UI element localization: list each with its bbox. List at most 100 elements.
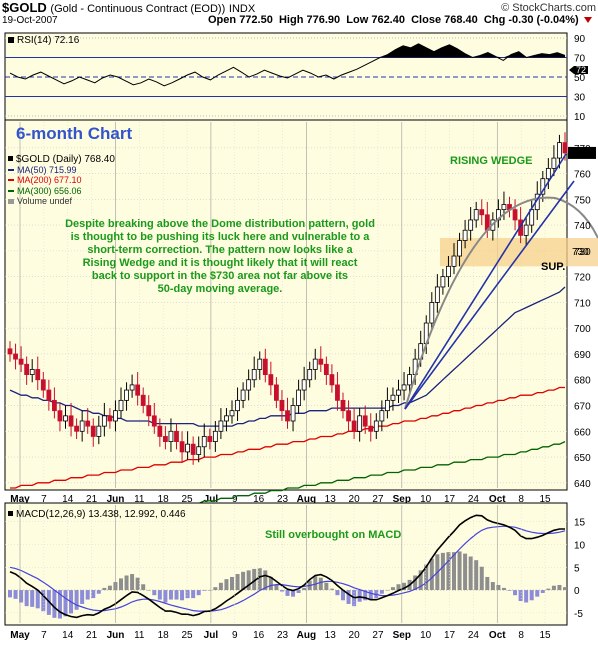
macd-histogram-bar [335, 590, 340, 596]
candle-body [329, 374, 335, 386]
macd-histogram-bar [329, 588, 334, 591]
macd-histogram-bar [63, 590, 68, 617]
macd-histogram-bar [440, 552, 445, 591]
ma200-legend: MA(200) 677.10 [17, 175, 82, 185]
macd-histogram [8, 551, 567, 619]
candle-body [557, 142, 562, 159]
candle-body [429, 302, 435, 324]
price-tick-label: 640 [574, 479, 591, 490]
macd-tick-label: -5 [574, 609, 583, 620]
candle-body [479, 209, 485, 216]
candle-body [434, 286, 440, 303]
macd-histogram-bar [279, 590, 284, 592]
rising-wedge-label: RISING WEDGE [450, 155, 533, 167]
low-label: Low [346, 14, 369, 26]
close-value: 768.40 [444, 14, 478, 26]
commentary-line: Rising Wedge and it is thought likely th… [83, 257, 358, 269]
macd-histogram-bar [324, 582, 329, 591]
macd-histogram-bar [157, 590, 162, 600]
price-x-tick-label: 10 [420, 494, 432, 505]
rsi-legend-text: RSI(14) 72.16 [17, 35, 80, 46]
macd-histogram-bar [107, 585, 112, 591]
high-label: High [278, 14, 304, 26]
macd-legend: MACD(12,26,9) 13.438, 12.992, 0.446 [8, 509, 186, 520]
candle-body [7, 348, 13, 355]
macd-x-tick-label: 9 [232, 630, 238, 641]
macd-histogram-bar [135, 577, 140, 591]
price-tick-label: 730 [574, 247, 591, 258]
candle-body [440, 276, 446, 288]
price-legend: $GOLD (Daily) 768.40 MA(50) 715.99 MA(20… [8, 154, 115, 206]
candle-body [501, 204, 507, 211]
macd-histogram-bar [379, 590, 384, 594]
candle-body [257, 358, 263, 370]
price-x-tick-label: 24 [468, 494, 480, 505]
rsi-tick-label: 10 [574, 112, 586, 123]
candle-body [96, 425, 102, 437]
rsi-grid [5, 37, 567, 117]
macd-x-tick-label: Sep [393, 630, 411, 641]
macd-histogram-bar [540, 590, 545, 593]
macd-histogram-bar [346, 590, 351, 604]
macd-histogram-bar [418, 570, 423, 591]
candle-body [357, 415, 363, 432]
candle-body [396, 389, 401, 396]
candle-body [407, 374, 413, 386]
ma50-legend: MA(50) 715.99 [17, 165, 77, 175]
macd-histogram-bar [224, 579, 229, 591]
macd-x-tick-label: Aug [297, 630, 316, 641]
macd-histogram-bar [57, 590, 62, 619]
macd-histogram-bar [196, 590, 201, 596]
macd-x-tick-label: 13 [325, 630, 337, 641]
macd-x-tick-label: 24 [468, 630, 480, 641]
candle-body [307, 369, 313, 381]
rsi-tick-label: 70 [574, 54, 586, 65]
price-x-tick-label: 14 [62, 494, 74, 505]
macd-histogram-bar [291, 590, 296, 597]
symbol: $GOLD [2, 0, 47, 15]
candle-body [24, 363, 30, 375]
macd-histogram-bar [363, 590, 368, 601]
macd-tick-label: 15 [574, 518, 586, 529]
support-band [440, 237, 598, 267]
price-tick-label: 650 [574, 453, 591, 464]
macd-histogram-bar [174, 590, 179, 600]
candle-body [301, 379, 307, 391]
candle-body [473, 209, 479, 221]
candle-body [268, 374, 274, 386]
price-x-tick-label: 7 [41, 494, 47, 505]
macd-histogram-bar [529, 590, 534, 601]
candle-body [212, 430, 218, 443]
open-value: 772.50 [239, 14, 273, 26]
macd-x-tick-label: 21 [86, 630, 98, 641]
commentary-line: is thought to be pushing its luck here a… [71, 231, 371, 243]
macd-histogram-bar [341, 590, 345, 601]
macd-histogram-bar [551, 585, 556, 591]
candle-body [124, 389, 129, 401]
candle-body [318, 358, 324, 365]
commentary-line: back to support in the $730 area not far… [92, 270, 348, 282]
macd-histogram-bar [246, 570, 251, 591]
candle-body [146, 405, 152, 417]
candle-body [323, 363, 329, 375]
macd-histogram-bar [141, 584, 146, 591]
candle-body [168, 430, 174, 443]
support-label: SUP. [541, 261, 565, 273]
price-x-tick-label: 17 [444, 494, 456, 505]
price-x-tick-label: 27 [372, 494, 384, 505]
macd-histogram-bar [13, 590, 18, 599]
high-value: 776.90 [306, 14, 341, 26]
macd-histogram-bar [74, 590, 79, 610]
candle-body [46, 389, 52, 401]
macd-histogram-bar [85, 590, 90, 600]
macd-histogram-bar [168, 590, 173, 600]
volume-legend: Volume undef [17, 196, 73, 206]
candle-body [157, 425, 163, 437]
macd-x-tick-label: May [10, 630, 30, 641]
ma200-line [10, 386, 565, 489]
macd-histogram-bar [235, 574, 240, 591]
macd-histogram-bar [274, 584, 279, 591]
price-tick-label: 740 [574, 221, 591, 232]
